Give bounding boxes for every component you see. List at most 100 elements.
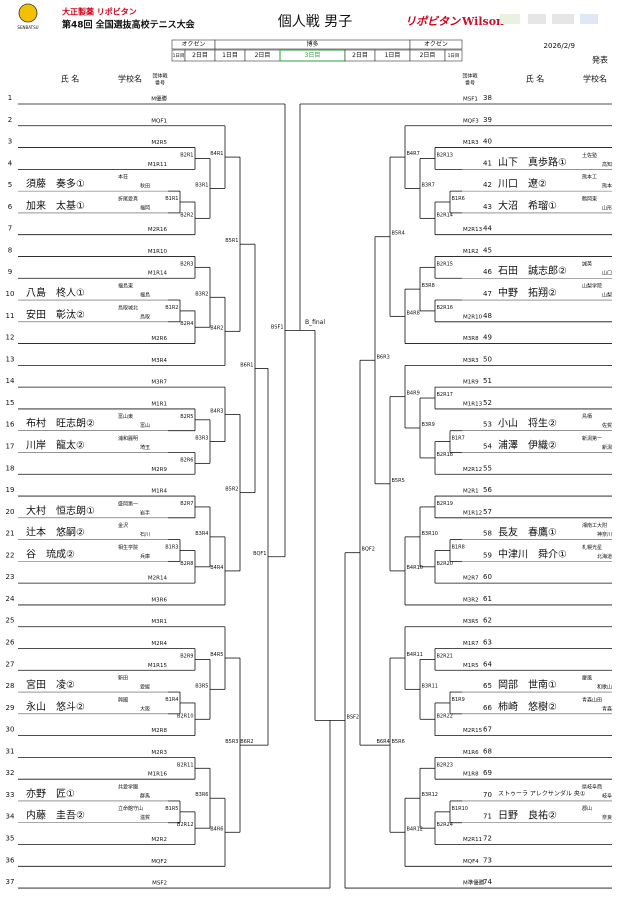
slot-label: M2R3 <box>151 750 167 756</box>
match-label: B1R1 <box>165 196 178 202</box>
logo-text: SENBATSU <box>17 25 38 30</box>
match-label: B2R4 <box>180 321 193 327</box>
row-number: 67 <box>483 726 492 734</box>
prefecture: 鳥取 <box>140 313 150 320</box>
slot-label: M2R8 <box>151 728 167 734</box>
match-label: B3R1 <box>195 182 208 188</box>
slot-label: M優勝 <box>151 95 167 103</box>
school-name: 盛岡第一 <box>118 500 138 507</box>
school-name: 札幌光星 <box>582 544 602 551</box>
prefecture: 岐阜 <box>602 792 612 799</box>
school-name: 熊本工 <box>582 174 597 181</box>
match-label: B3R5 <box>195 683 208 689</box>
match-label: B2R21 <box>437 653 453 659</box>
match-label: B2R23 <box>437 762 453 768</box>
match-label: B3R4 <box>195 531 208 537</box>
venue-label: オクゼン <box>182 40 206 48</box>
row-number: 1 <box>8 94 12 102</box>
slot-label: M2R12 <box>463 467 482 473</box>
row-number: 16 <box>6 421 15 429</box>
slot-label: M1R15 <box>148 663 168 669</box>
school-name: 県岐阜商 <box>582 783 602 790</box>
row-number: 73 <box>483 856 492 864</box>
slot-label: M3R2 <box>463 597 479 603</box>
day-label: 1日目 <box>385 52 401 59</box>
match-label: B1R9 <box>452 697 465 703</box>
school-name: 浦和麗明 <box>118 435 138 442</box>
row-number: 41 <box>483 159 492 167</box>
prefecture: 大阪 <box>140 705 150 712</box>
match-label: B4R5 <box>210 652 223 658</box>
match-label: B4R9 <box>407 391 420 397</box>
match-label: B3R6 <box>195 792 208 798</box>
day-label: 2日目 <box>255 52 271 59</box>
row-number: 51 <box>483 377 492 385</box>
row-number: 45 <box>483 246 492 254</box>
column-header: 団体戦 <box>462 73 477 80</box>
date: 2026/2/9 <box>544 42 575 50</box>
player-name: 須藤 奏多① <box>26 177 85 190</box>
slot-label: MQF1 <box>151 118 167 124</box>
row-number: 50 <box>483 355 492 363</box>
day-cell <box>444 49 463 62</box>
sponsor-icon <box>580 14 598 24</box>
prefecture: 秋田 <box>140 183 150 190</box>
prefecture: 和歌山 <box>597 684 612 691</box>
match-label: B5R4 <box>392 231 405 237</box>
column-header: 学校名 <box>583 74 607 84</box>
prefecture: 富山 <box>140 422 150 429</box>
school-name: 共愛学園 <box>118 783 138 790</box>
match-label: B2R9 <box>180 653 193 659</box>
row-number: 3 <box>8 138 12 146</box>
match-label: B1R10 <box>452 806 468 812</box>
player-name: ストゥーラ アレクサンダル 央① <box>498 789 585 797</box>
slot-label: M1R5 <box>463 663 479 669</box>
row-number: 49 <box>483 334 492 342</box>
column-header: 氏 名 <box>61 74 80 84</box>
match-label: B1R5 <box>165 806 178 812</box>
row-number: 54 <box>483 442 492 450</box>
row-number: 32 <box>6 769 15 777</box>
player-name: 大沼 希瑠① <box>498 199 557 212</box>
school-name: 慶風 <box>582 675 592 682</box>
venue-label: 博多 <box>306 40 318 48</box>
row-number: 63 <box>483 639 492 647</box>
row-number: 21 <box>6 530 15 538</box>
logo-mark <box>18 3 38 23</box>
player-name: 川岸 龍太② <box>26 438 85 451</box>
school-name: 新田 <box>118 675 128 682</box>
match-label: B2R20 <box>437 561 453 567</box>
row-number: 26 <box>6 639 15 647</box>
row-number: 58 <box>483 530 492 538</box>
player-name: 谷 琉成② <box>26 548 75 560</box>
row-number: 18 <box>6 464 15 472</box>
school-name: 新潟第一 <box>582 435 602 442</box>
match-label: B3R7 <box>422 182 435 188</box>
prefecture: 神奈川 <box>597 531 612 538</box>
status: 発表 <box>592 55 608 65</box>
match-label: B4R6 <box>210 826 223 832</box>
match-label: B2R11 <box>177 762 193 768</box>
match-label: B2R12 <box>177 822 193 828</box>
match-label: B4R7 <box>407 151 420 157</box>
row-number: 68 <box>483 747 492 755</box>
prefecture: 福岡 <box>140 204 150 211</box>
match-label: B4R4 <box>210 565 223 571</box>
tournament-name: 第48回 全国選抜高校テニス大会 <box>61 19 196 31</box>
row-number: 2 <box>8 116 12 124</box>
match-label: B2R18 <box>437 452 453 458</box>
column-header: 団体戦 <box>152 73 167 80</box>
player-name: 岡部 世南① <box>498 678 557 691</box>
venue-label: オクゼン <box>424 40 448 48</box>
match-label: B2R7 <box>180 501 193 507</box>
prefecture: 奈良 <box>602 814 612 821</box>
player-name: 八島 柊人① <box>26 286 85 299</box>
day-label: 2日目 <box>352 52 368 59</box>
slot-label: M3R1 <box>151 619 167 625</box>
school-name: 鳥取城北 <box>118 304 138 311</box>
row-number: 69 <box>483 769 492 777</box>
slot-label: M2R15 <box>463 728 483 734</box>
slot-label: M2R5 <box>151 140 167 146</box>
column-header: 番号 <box>465 80 475 87</box>
slot-label: M2R11 <box>463 837 482 843</box>
